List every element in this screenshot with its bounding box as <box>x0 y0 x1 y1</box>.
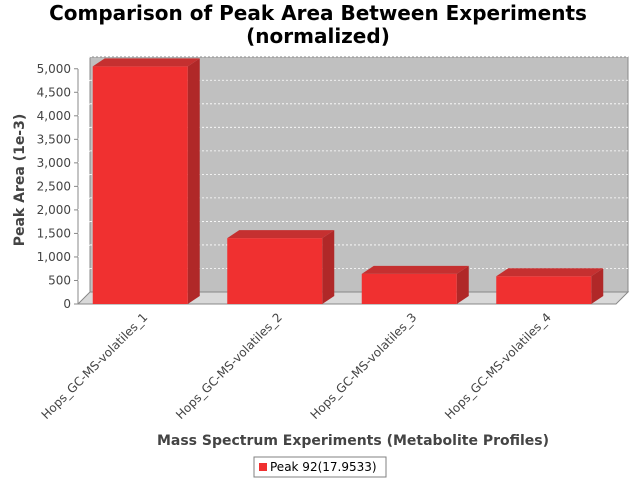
bar <box>92 58 200 305</box>
y-tick-label: 5,000 <box>37 62 71 76</box>
x-axis-ticks: Hops_GC-MS-volatiles_1 Hops_GC-MS-volatil… <box>39 310 554 422</box>
grid-line-side <box>77 174 91 187</box>
legend: Peak 92(17.9533) <box>253 456 387 478</box>
grid-line-side <box>77 103 91 117</box>
bar-front <box>496 276 592 304</box>
chart-title-line-2: (normalized) <box>246 24 390 48</box>
y-tick-label: 4,000 <box>37 109 71 123</box>
y-tick-label: 0 <box>63 297 71 311</box>
bar <box>496 268 604 304</box>
y-axis-ticks: 0 500 1,000 1,500 2,000 2,500 3,000 3,500 4,000 4… <box>37 62 78 311</box>
grid-line-side <box>77 268 91 281</box>
bar-top <box>227 230 335 239</box>
bar-top <box>92 58 200 67</box>
legend-box <box>253 456 387 478</box>
y-axis-label: Peak Area (1e-3) <box>12 114 28 247</box>
bar <box>227 230 335 304</box>
legend-entry-peak-92: Peak 92(17.9533) <box>270 460 377 474</box>
chart-title-line-1: Comparison of Peak Area Between Experime… <box>49 1 587 25</box>
y-tick-label: 3,500 <box>37 132 71 146</box>
bar-series <box>92 58 604 305</box>
grid-line-side <box>77 127 91 140</box>
x-tick-label: Hops_GC-MS-volatiles_2 <box>173 310 285 422</box>
grid-line-side <box>77 244 91 258</box>
bar-top <box>361 265 469 274</box>
x-tick-label: Hops_GC-MS-volatiles_3 <box>308 310 420 422</box>
grid-line-side <box>77 56 91 70</box>
y-tick-label: 2,500 <box>37 179 71 193</box>
bar-front <box>361 273 457 304</box>
grid-line-side <box>77 197 91 211</box>
bar-side <box>187 58 200 305</box>
bar-side <box>456 265 469 304</box>
bar-front <box>92 66 188 305</box>
bar-front <box>227 238 323 304</box>
y-tick-label: 500 <box>48 273 71 287</box>
bar-top <box>496 268 604 277</box>
bar-side <box>322 230 335 304</box>
y-tick-label: 3,000 <box>37 156 71 170</box>
legend-swatch <box>259 463 267 471</box>
grid-line-side <box>77 150 91 164</box>
y-tick-label: 1,500 <box>37 226 71 240</box>
y-tick-label: 2,000 <box>37 203 71 217</box>
bar-side <box>591 268 604 304</box>
grid-line-side <box>77 221 91 234</box>
x-axis-label: Mass Spectrum Experiments (Metabolite Pr… <box>157 433 549 449</box>
bar <box>361 265 469 304</box>
grid-line-side <box>77 80 91 93</box>
y-tick-label: 1,000 <box>37 250 71 264</box>
y-tick-label: 4,500 <box>37 85 71 99</box>
x-tick-label: Hops_GC-MS-volatiles_1 <box>39 310 151 422</box>
x-tick-label: Hops_GC-MS-volatiles_4 <box>442 310 554 422</box>
